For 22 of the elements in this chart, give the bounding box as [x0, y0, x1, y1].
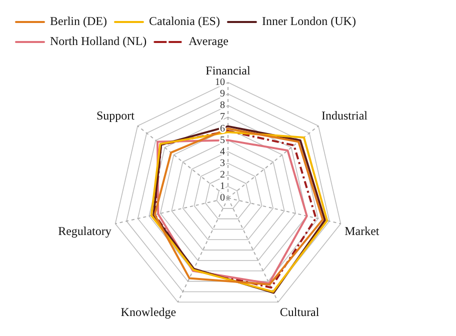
spoke-label: Regulatory	[58, 224, 112, 238]
legend-label: North Holland (NL)	[50, 34, 147, 48]
y-tick-label: 9	[220, 88, 225, 100]
legend-label: Average	[188, 34, 228, 48]
y-tick-label: 3	[220, 158, 225, 169]
legend-label: Catalonia (ES)	[148, 14, 220, 28]
y-tick-label: 8	[220, 100, 225, 112]
y-tick-label: 7	[220, 112, 225, 123]
spoke-label: Market	[344, 224, 380, 238]
spoke-label: Support	[96, 108, 136, 122]
spoke-label: Industrial	[322, 108, 368, 122]
legend-label: Berlin (DE)	[50, 14, 107, 28]
y-tick-label: 2	[220, 170, 225, 181]
y-tick-label: 4	[220, 146, 225, 158]
spoke-label: Financial	[206, 63, 251, 78]
spoke-label: Cultural	[280, 305, 320, 320]
y-tick-label: 1	[220, 181, 225, 192]
spoke-label: Knowledge	[120, 305, 176, 320]
legend-label: Inner London (UK)	[262, 14, 356, 28]
y-tick-label: 6	[220, 123, 225, 134]
y-tick-label: 0	[220, 192, 225, 204]
y-tick-label: 10	[215, 77, 225, 88]
